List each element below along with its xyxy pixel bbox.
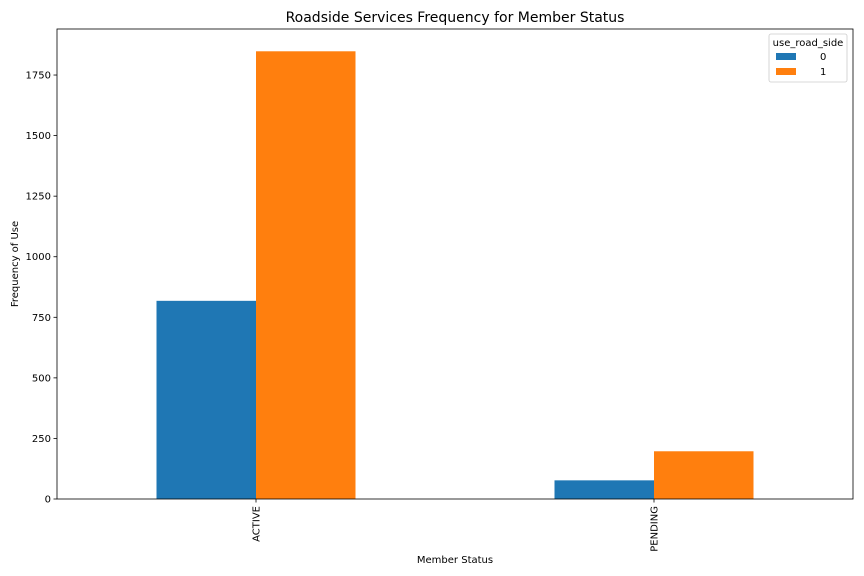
plot-frame xyxy=(56,28,854,500)
legend-label-0: 0 xyxy=(820,52,826,63)
x-tick-label-pending: PENDING xyxy=(650,506,661,552)
legend-swatch-1 xyxy=(776,68,796,75)
x-axis-ticks: ACTIVE PENDING xyxy=(252,499,661,552)
y-tick-label: 1500 xyxy=(26,131,51,142)
y-tick-label: 1000 xyxy=(26,252,51,263)
legend: use_road_side 01 xyxy=(768,33,848,83)
legend-label-1: 1 xyxy=(820,67,826,78)
y-tick-label: 250 xyxy=(32,434,51,445)
bar-pending-series-0 xyxy=(554,480,654,499)
y-axis-label: Frequency of Use xyxy=(10,221,21,307)
chart-title: Roadside Services Frequency for Member S… xyxy=(286,10,625,26)
bars xyxy=(156,51,754,499)
bar-active-series-1 xyxy=(256,51,356,499)
bar-pending-series-1 xyxy=(654,451,754,499)
x-axis-label: Member Status xyxy=(417,555,493,566)
y-tick-label: 0 xyxy=(45,495,51,506)
legend-swatch-0 xyxy=(776,53,796,60)
legend-items: 01 xyxy=(776,52,826,78)
y-tick-label: 1750 xyxy=(26,71,51,82)
y-tick-label: 1250 xyxy=(26,192,51,203)
y-tick-label: 500 xyxy=(32,373,51,384)
legend-title: use_road_side xyxy=(773,38,844,49)
y-axis-ticks: 0 250 500 750 1000 1250 1500 1750 xyxy=(26,71,57,506)
x-tick-label-active: ACTIVE xyxy=(252,506,263,542)
bar-active-series-0 xyxy=(156,300,256,499)
y-tick-label: 750 xyxy=(32,313,51,324)
